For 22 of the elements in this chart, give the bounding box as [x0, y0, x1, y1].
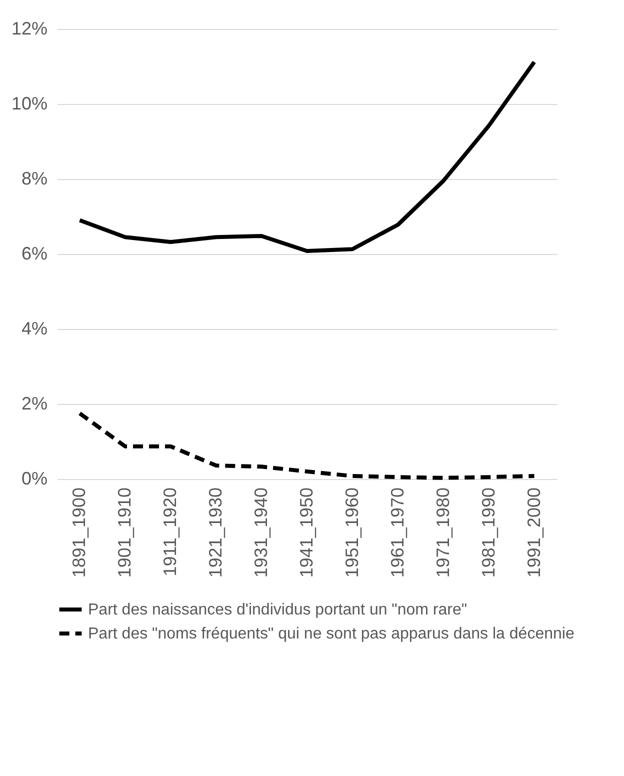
legend-label: Part des naissances d'individus portant un "nom rare": [88, 602, 468, 618]
y-tick-label: 2%: [21, 394, 48, 414]
x-tick-label: 1891_1900: [69, 488, 90, 578]
x-tick-label: 1921_1930: [206, 488, 226, 578]
x-tick-label: 1981_1990: [478, 488, 498, 578]
x-tick-label: 1911_1920: [160, 488, 180, 576]
x-tick-label: 1961_1970: [387, 488, 408, 578]
y-tick-label: 12%: [11, 18, 48, 38]
x-tick-label: 1991_2000: [524, 488, 544, 578]
y-tick-label: 0%: [21, 468, 48, 488]
legend-label: Part des "noms fréquents" qui ne sont pas apparus dans la décennie: [88, 626, 574, 642]
y-tick-label: 4%: [21, 318, 48, 338]
x-tick-label: 1901_1910: [114, 488, 135, 578]
y-tick-label: 6%: [21, 244, 48, 264]
y-tick-label: 10%: [11, 94, 48, 114]
line-series: [78, 411, 536, 480]
x-tick-label: 1951_1960: [342, 488, 362, 578]
y-tick-label: 8%: [21, 168, 48, 188]
x-tick-label: 1931_1940: [251, 488, 272, 578]
x-tick-label: 1941_1950: [296, 488, 316, 578]
x-tick-label: 1971_1980: [432, 488, 453, 578]
line-series: [78, 60, 536, 253]
